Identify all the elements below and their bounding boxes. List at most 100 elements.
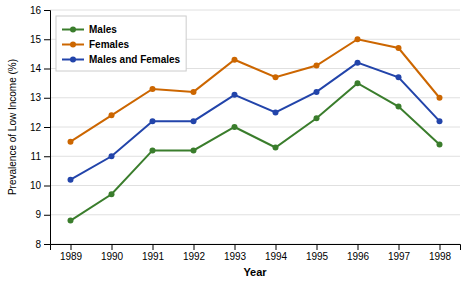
legend-label: Males and Females	[89, 54, 181, 65]
point	[150, 147, 156, 153]
tick-mark	[44, 215, 50, 216]
tick-mark	[235, 244, 236, 250]
tick-mark	[440, 244, 441, 250]
tick-mark	[358, 244, 359, 250]
tick-mark	[112, 244, 113, 250]
tick-mark	[44, 244, 50, 245]
tick-mark	[44, 69, 50, 70]
series	[68, 60, 443, 183]
tick-label: 1995	[306, 251, 329, 262]
tick-mark	[44, 39, 50, 40]
line	[71, 39, 440, 141]
tick: 1994	[265, 244, 288, 262]
series	[68, 80, 443, 223]
axis-line	[51, 245, 461, 251]
point	[273, 74, 279, 80]
tick-mark	[44, 156, 50, 157]
tick: 1993	[224, 244, 247, 262]
point	[232, 92, 238, 98]
y-grid	[50, 10, 460, 244]
tick-label: 9	[35, 209, 41, 220]
line	[71, 63, 440, 180]
tick: 1992	[183, 244, 206, 262]
tick-label: 1992	[183, 251, 206, 262]
point	[437, 142, 443, 148]
tick: 11	[31, 151, 50, 162]
tick-mark	[71, 244, 72, 250]
point	[314, 89, 320, 95]
tick: 14	[30, 63, 50, 74]
tick-label: 16	[30, 5, 42, 16]
plot: 1989 1990 1991 1992 1993 1994 1995 1996 1997 1998…	[7, 5, 461, 278]
tick-label: 1993	[224, 251, 247, 262]
point	[273, 109, 279, 115]
tick: 1998	[429, 244, 452, 262]
legend-marker	[70, 27, 76, 33]
point	[355, 36, 361, 42]
legend-marker	[70, 57, 76, 63]
point	[109, 191, 115, 197]
grid-line	[50, 97, 460, 98]
tick-label: 1996	[347, 251, 370, 262]
point	[191, 147, 197, 153]
tick: 1991	[142, 244, 165, 262]
point	[109, 112, 115, 118]
tick-mark	[44, 186, 50, 187]
y-axis: 8 9 10 11 12 13 14 15 16	[30, 5, 51, 250]
point	[437, 118, 443, 124]
point	[191, 89, 197, 95]
tick-label: 12	[30, 122, 42, 133]
point	[355, 60, 361, 66]
grid-line	[50, 127, 460, 128]
tick-label: 11	[31, 151, 42, 162]
tick: 8	[35, 239, 50, 250]
point	[396, 45, 402, 51]
grid-line	[50, 185, 460, 186]
point	[109, 153, 115, 159]
legend: Males Females Males and Females	[56, 16, 186, 71]
axis-line	[44, 11, 51, 245]
x-axis: 1989 1990 1991 1992 1993 1994 1995 1996 1997 1998	[51, 244, 461, 262]
tick-mark	[153, 244, 154, 250]
point	[314, 115, 320, 121]
tick: 10	[30, 180, 50, 191]
grid-line	[50, 10, 460, 11]
legend-label: Males	[89, 24, 117, 35]
point	[232, 57, 238, 63]
tick-label: 13	[30, 92, 42, 103]
point	[191, 118, 197, 124]
point	[150, 86, 156, 92]
tick-label: 1989	[60, 251, 83, 262]
point	[437, 95, 443, 101]
x-axis-title: Year	[243, 266, 267, 278]
legend-label: Females	[89, 39, 129, 50]
tick-label: 10	[30, 180, 42, 191]
legend-marker	[70, 42, 76, 48]
tick-mark	[44, 98, 50, 99]
point	[232, 124, 238, 130]
tick-mark	[399, 244, 400, 250]
tick: 9	[35, 209, 50, 220]
legend-item: Males and Females	[62, 54, 181, 65]
point	[396, 104, 402, 110]
point	[68, 139, 74, 145]
tick: 1990	[101, 244, 124, 262]
tick-label: 1991	[142, 251, 165, 262]
tick-label: 1994	[265, 251, 288, 262]
point	[355, 80, 361, 86]
point	[273, 144, 279, 150]
tick: 1997	[388, 244, 411, 262]
tick: 1996	[347, 244, 370, 262]
tick-label: 1998	[429, 251, 452, 262]
tick-mark	[44, 10, 50, 11]
point	[68, 218, 74, 224]
point	[150, 118, 156, 124]
tick: 16	[30, 5, 50, 16]
tick-mark	[44, 127, 50, 128]
grid-line	[50, 214, 460, 215]
point	[68, 177, 74, 183]
tick-label: 8	[35, 239, 41, 250]
tick: 15	[30, 34, 50, 45]
tick: 12	[30, 122, 50, 133]
tick: 1989	[60, 244, 83, 262]
